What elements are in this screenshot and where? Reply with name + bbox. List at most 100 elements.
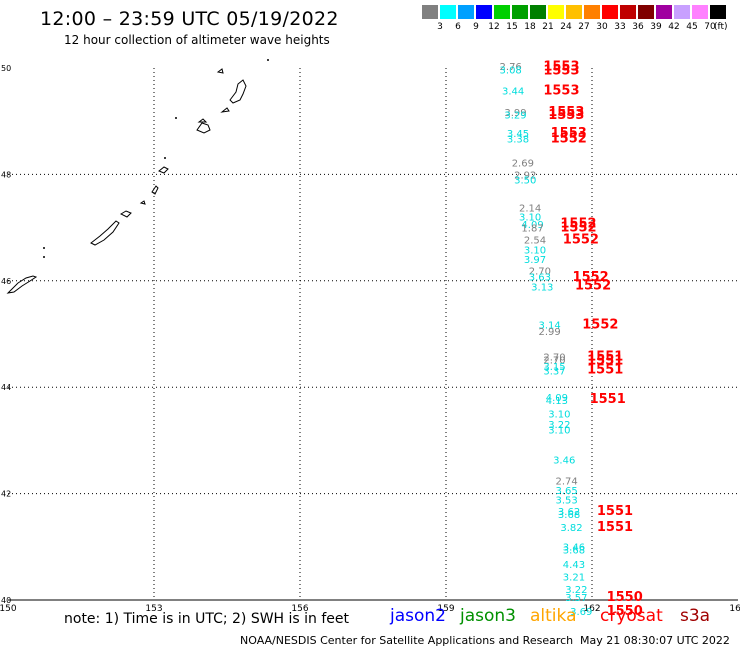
wave-height-label: 3.37: [543, 366, 565, 377]
wave-height-label: 2.70: [529, 266, 551, 277]
islet-marker: [175, 117, 177, 119]
scale-label: 27: [578, 22, 590, 32]
wave-height-label: 3.22: [548, 420, 570, 431]
scale-swatch: [602, 5, 618, 19]
islet-marker: [267, 59, 269, 61]
wave-height-label: 3.10: [548, 410, 570, 421]
satellite-legend-entry: s3a: [680, 606, 711, 626]
lat-tick-label: 40: [1, 596, 11, 605]
wave-height-label: 3.10: [524, 246, 546, 257]
island-outline: [151, 185, 159, 195]
pass-id-label: 1552: [573, 270, 609, 285]
lat-tick-label: 48: [1, 170, 11, 179]
scale-unit: (ft): [714, 22, 728, 32]
scale-label: 33: [614, 22, 626, 32]
lat-lon-grid: [8, 68, 738, 601]
wave-height-label: 2.92: [514, 171, 536, 182]
wave-height-label: 3.29: [504, 111, 526, 122]
islet-marker: [43, 256, 45, 258]
wave-height-label: 3.08: [500, 65, 522, 76]
lon-tick-label: 150: [0, 604, 17, 614]
pass-id-label: 1553: [543, 63, 579, 78]
map-subtitle: 12 hour collection of altimeter wave hei…: [64, 33, 330, 47]
wave-height-label: 2.70: [543, 353, 565, 364]
wave-height-label: 2.70: [543, 355, 565, 366]
scale-label: 9: [473, 22, 479, 32]
scale-swatch: [494, 5, 510, 19]
lon-tick-label: 153: [145, 604, 162, 614]
pass-id-label: 1552: [575, 278, 611, 293]
pass-id-label: 1550: [607, 590, 643, 605]
wave-height-label: 4.43: [563, 560, 585, 571]
scale-swatch: [440, 5, 456, 19]
pass-id-label: 1552: [560, 217, 596, 232]
lat-tick-label: 50: [1, 64, 11, 73]
pass-id-label: 1553: [543, 60, 579, 75]
island-outline: [197, 118, 208, 123]
wave-height-label: 3.46: [553, 455, 575, 466]
island-outline: [6, 275, 38, 294]
wave-height-label: 3.13: [531, 282, 553, 293]
wave-height-label: 4.13: [546, 396, 568, 407]
pass-id-label: 1551: [587, 362, 623, 377]
pass-id-label: 1551: [590, 392, 626, 407]
lat-tick-label: 44: [1, 383, 11, 392]
wave-height-label: 3.14: [538, 321, 560, 332]
scale-label: 18: [524, 22, 536, 32]
wave-height-label: 3.10: [548, 425, 570, 436]
wave-height-label: 3.68: [563, 546, 585, 557]
wave-height-label: 3.97: [524, 255, 546, 266]
lon-tick-label: 162: [583, 604, 600, 614]
scale-label: 70: [704, 22, 716, 32]
lat-tick-label: 46: [1, 277, 11, 286]
scale-swatch: [710, 5, 726, 19]
scale-label: 15: [506, 22, 518, 32]
satellite-legend-entry: jason3: [460, 606, 516, 626]
map-title: 12:00 – 23:59 UTC 05/19/2022: [40, 8, 339, 30]
scale-label: 30: [596, 22, 608, 32]
wave-height-label: 1.87: [521, 223, 543, 234]
satellite-legend-entry: cryosat: [600, 606, 663, 626]
wave-height-label: 3.62: [558, 507, 580, 518]
pass-id-label: 1552: [563, 233, 599, 248]
wave-height-label: 3.53: [556, 496, 578, 507]
coastline: [6, 59, 269, 294]
wave-height-label: 3.68: [558, 510, 580, 521]
scale-label: 12: [488, 22, 500, 32]
lon-tick-label: 165: [729, 604, 740, 614]
wave-height-label: 3.99: [504, 108, 526, 119]
pass-id-label: 1552: [560, 220, 596, 235]
wave-height-label: 3.46: [563, 543, 585, 554]
axis-tick-labels: 150 153 156 159 162 165 50 48 46 44 42 40: [0, 64, 740, 614]
scale-swatch: [458, 5, 474, 19]
islet-marker: [43, 247, 45, 249]
scale-swatch: [584, 5, 600, 19]
wave-height-label: 3.22: [565, 585, 587, 596]
island-outline: [139, 200, 146, 205]
scale-label: 45: [686, 22, 698, 32]
satellite-legend-entry: altika: [530, 606, 577, 626]
scale-swatch: [476, 5, 492, 19]
lon-tick-label: 159: [437, 604, 454, 614]
wave-height-label: 2.54: [524, 236, 546, 247]
scale-label: 3: [437, 22, 443, 32]
island-outline: [220, 107, 230, 113]
satellite-legend-entry: jason2: [390, 606, 446, 626]
wave-height-label: 2.69: [512, 158, 534, 169]
wave-height-label: 2.14: [519, 204, 541, 215]
pass-id-label: 1553: [551, 126, 587, 141]
credit-line: NOAA/NESDIS Center for Satellite Applica…: [240, 634, 574, 647]
scale-swatch: [620, 5, 636, 19]
scale-swatch: [692, 5, 708, 19]
scale-swatch: [422, 5, 438, 19]
wave-height-label: 4.09: [521, 220, 543, 231]
wave-height-label: 4.09: [546, 393, 568, 404]
wave-height-label: 3.82: [560, 523, 582, 534]
wave-height-label: 3.44: [502, 87, 524, 98]
pass-id-label: 1553: [548, 108, 584, 123]
scale-label: 24: [560, 22, 572, 32]
wave-height-label: 3.10: [519, 213, 541, 224]
pass-id-label: 1553: [548, 105, 584, 120]
scale-label: 39: [650, 22, 662, 32]
